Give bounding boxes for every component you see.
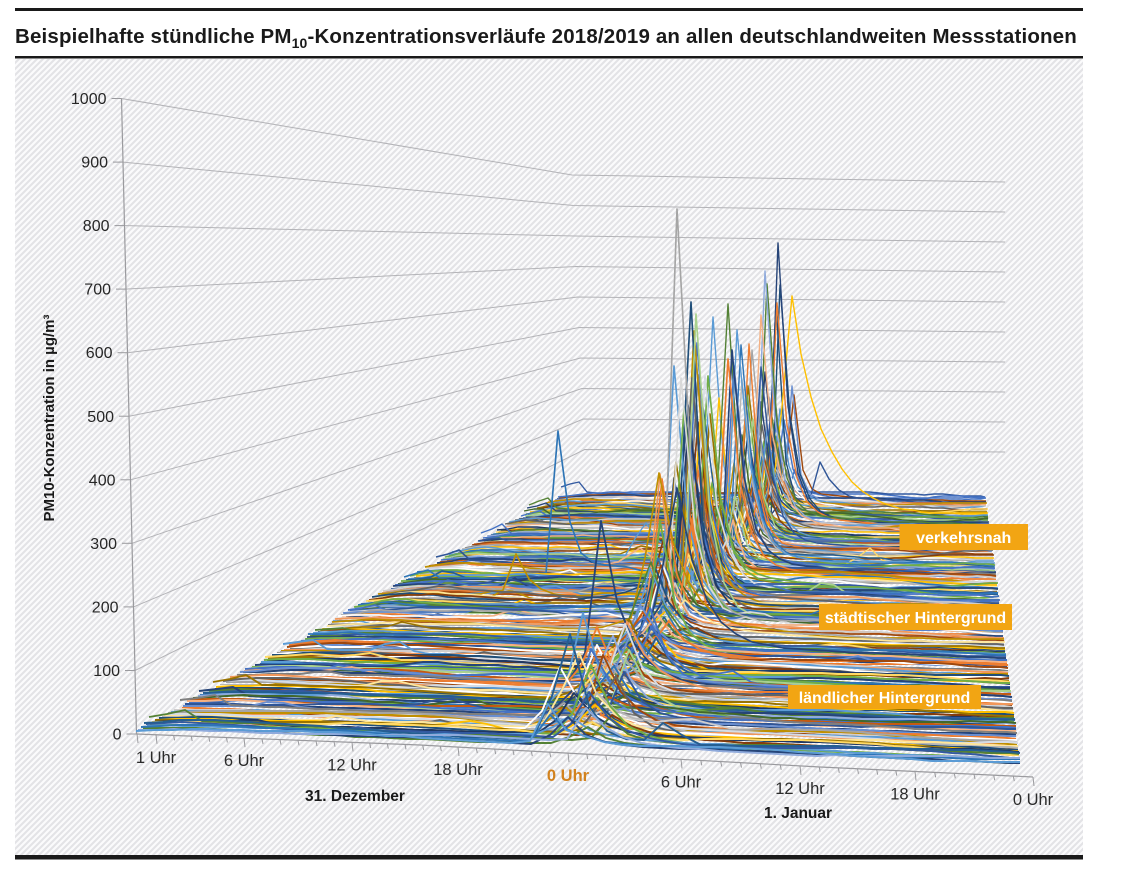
svg-text:800: 800	[83, 218, 110, 235]
svg-text:31. Dezember: 31. Dezember	[305, 788, 405, 805]
svg-text:1 Uhr: 1 Uhr	[136, 749, 177, 767]
svg-text:6 Uhr: 6 Uhr	[661, 773, 702, 791]
svg-text:500: 500	[87, 409, 114, 426]
svg-text:18 Uhr: 18 Uhr	[890, 786, 940, 804]
svg-text:18 Uhr: 18 Uhr	[433, 761, 483, 779]
svg-text:300: 300	[90, 536, 117, 553]
svg-text:12 Uhr: 12 Uhr	[775, 780, 825, 798]
svg-text:0: 0	[113, 727, 122, 744]
svg-text:PM10-Konzentration in µg/m³: PM10-Konzentration in µg/m³	[41, 315, 58, 522]
svg-text:6 Uhr: 6 Uhr	[224, 752, 265, 770]
svg-text:verkehrsnah: verkehrsnah	[916, 530, 1011, 547]
svg-text:städtischer Hintergrund: städtischer Hintergrund	[825, 610, 1006, 627]
svg-text:0 Uhr: 0 Uhr	[1013, 791, 1054, 809]
svg-text:1. Januar: 1. Januar	[764, 805, 832, 822]
svg-text:ländlicher Hintergrund: ländlicher Hintergrund	[799, 690, 971, 707]
svg-text:400: 400	[89, 472, 116, 489]
svg-text:200: 200	[92, 599, 119, 616]
svg-text:700: 700	[84, 282, 111, 299]
svg-text:100: 100	[93, 663, 120, 680]
svg-text:900: 900	[81, 155, 108, 172]
svg-text:12 Uhr: 12 Uhr	[327, 756, 377, 774]
svg-text:600: 600	[86, 345, 113, 362]
svg-text:Beispielhafte stündliche PM10-: Beispielhafte stündliche PM10-Konzentrat…	[15, 25, 1077, 51]
svg-text:1000: 1000	[71, 91, 107, 108]
svg-text:0 Uhr: 0 Uhr	[547, 767, 590, 785]
